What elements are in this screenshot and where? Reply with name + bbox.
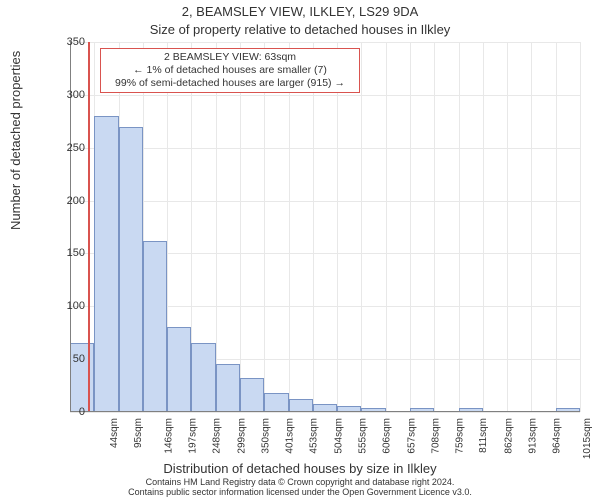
x-tick-label: 95sqm <box>133 418 144 448</box>
x-tick-label: 299sqm <box>236 418 247 454</box>
x-tick-label: 504sqm <box>333 418 344 454</box>
x-tick-label: 453sqm <box>309 418 320 454</box>
marker-line <box>88 42 90 412</box>
chart-container: { "title": "2, BEAMSLEY VIEW, ILKLEY, LS… <box>0 0 600 500</box>
x-tick-label: 759sqm <box>455 418 466 454</box>
bar <box>119 127 143 412</box>
y-tick-label: 200 <box>45 195 85 207</box>
x-tick-label: 606sqm <box>382 418 393 454</box>
y-tick-label: 300 <box>45 89 85 101</box>
page-subtitle: Size of property relative to detached ho… <box>0 22 600 37</box>
x-tick-label: 401sqm <box>285 418 296 454</box>
x-tick-label: 964sqm <box>552 418 563 454</box>
y-tick-label: 150 <box>45 247 85 259</box>
x-tick-label: 862sqm <box>503 418 514 454</box>
x-tick-label: 657sqm <box>406 418 417 454</box>
bar <box>191 343 215 412</box>
footer-attribution: Contains HM Land Registry data © Crown c… <box>0 478 600 498</box>
plot-area: 2 BEAMSLEY VIEW: 63sqm ← 1% of detached … <box>70 42 580 412</box>
y-tick-label: 250 <box>45 142 85 154</box>
x-tick-label: 555sqm <box>358 418 369 454</box>
x-tick-label: 248sqm <box>212 418 223 454</box>
x-tick-label: 197sqm <box>188 418 199 454</box>
gridline-h <box>70 412 580 413</box>
bar <box>94 116 118 412</box>
annotation-line-3: 99% of semi-detached houses are larger (… <box>107 77 353 90</box>
gridline-v <box>580 42 581 412</box>
x-tick-label: 350sqm <box>260 418 271 454</box>
footer-line-2: Contains public sector information licen… <box>0 488 600 498</box>
x-tick-label: 1015sqm <box>582 418 593 459</box>
annotation-line-1: 2 BEAMSLEY VIEW: 63sqm <box>107 51 353 64</box>
annotation-box: 2 BEAMSLEY VIEW: 63sqm ← 1% of detached … <box>100 48 360 93</box>
x-axis-label: Distribution of detached houses by size … <box>0 461 600 476</box>
bar <box>264 393 288 412</box>
y-tick-label: 0 <box>45 406 85 418</box>
y-tick-label: 350 <box>45 36 85 48</box>
x-tick-label: 811sqm <box>478 418 489 453</box>
bar <box>216 364 240 412</box>
annotation-line-2: ← 1% of detached houses are smaller (7) <box>107 64 353 77</box>
bar <box>167 327 191 412</box>
y-tick-label: 100 <box>45 300 85 312</box>
x-tick-label: 913sqm <box>528 418 539 454</box>
bar <box>240 378 264 412</box>
page-title: 2, BEAMSLEY VIEW, ILKLEY, LS29 9DA <box>0 4 600 19</box>
bar <box>143 241 167 412</box>
y-axis-label: Number of detached properties <box>8 51 23 230</box>
y-tick-label: 50 <box>45 353 85 365</box>
x-tick-label: 708sqm <box>430 418 441 454</box>
chart-bars <box>70 42 580 412</box>
x-axis-line <box>70 411 580 412</box>
x-tick-label: 44sqm <box>109 418 120 448</box>
x-tick-label: 146sqm <box>163 418 174 454</box>
